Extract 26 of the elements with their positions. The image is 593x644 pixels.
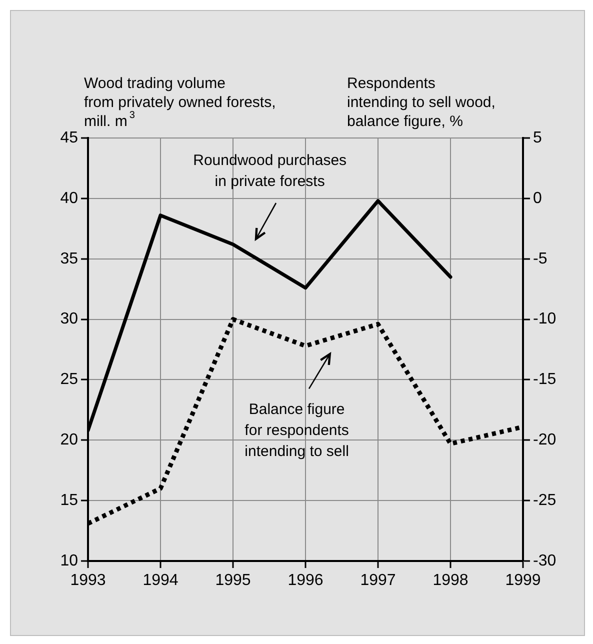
x-tick-label: 1993 xyxy=(70,572,106,590)
y-tick-label: 10 xyxy=(60,552,78,570)
x-tick-label: 1999 xyxy=(505,572,541,590)
annotation: Roundwood purchases in private forests xyxy=(193,152,347,190)
y-tick-label: 20 xyxy=(60,432,78,449)
y2-tick-label: -20 xyxy=(533,432,556,449)
y-tick-label: 45 xyxy=(60,129,78,146)
y-tick-label: 40 xyxy=(60,190,78,207)
y-tick-label: 30 xyxy=(60,310,78,328)
x-tick-label: 1997 xyxy=(360,572,396,590)
y2-tick-label: -30 xyxy=(533,552,556,570)
x-tick-label: 1998 xyxy=(432,572,468,590)
x-tick-label: 1996 xyxy=(288,572,324,590)
y2-tick-label: -25 xyxy=(533,492,556,509)
y2-tick-label: 0 xyxy=(533,190,542,207)
y2-tick-label: -10 xyxy=(533,310,556,328)
y2-tick-label: -5 xyxy=(533,250,548,268)
y-tick-label: 15 xyxy=(60,492,78,509)
x-tick-label: 1995 xyxy=(215,572,251,590)
y-tick-label: 25 xyxy=(60,371,78,388)
y2-axis-title: Respondents intending to sell wood, balance figure, % xyxy=(347,75,496,130)
annotation: Balance figure for respondents intending to sell xyxy=(244,400,349,460)
y2-tick-label: 5 xyxy=(533,129,542,146)
x-tick-label: 1994 xyxy=(142,572,178,590)
y2-tick-label: -15 xyxy=(533,371,556,388)
y-tick-label: 35 xyxy=(60,250,78,268)
